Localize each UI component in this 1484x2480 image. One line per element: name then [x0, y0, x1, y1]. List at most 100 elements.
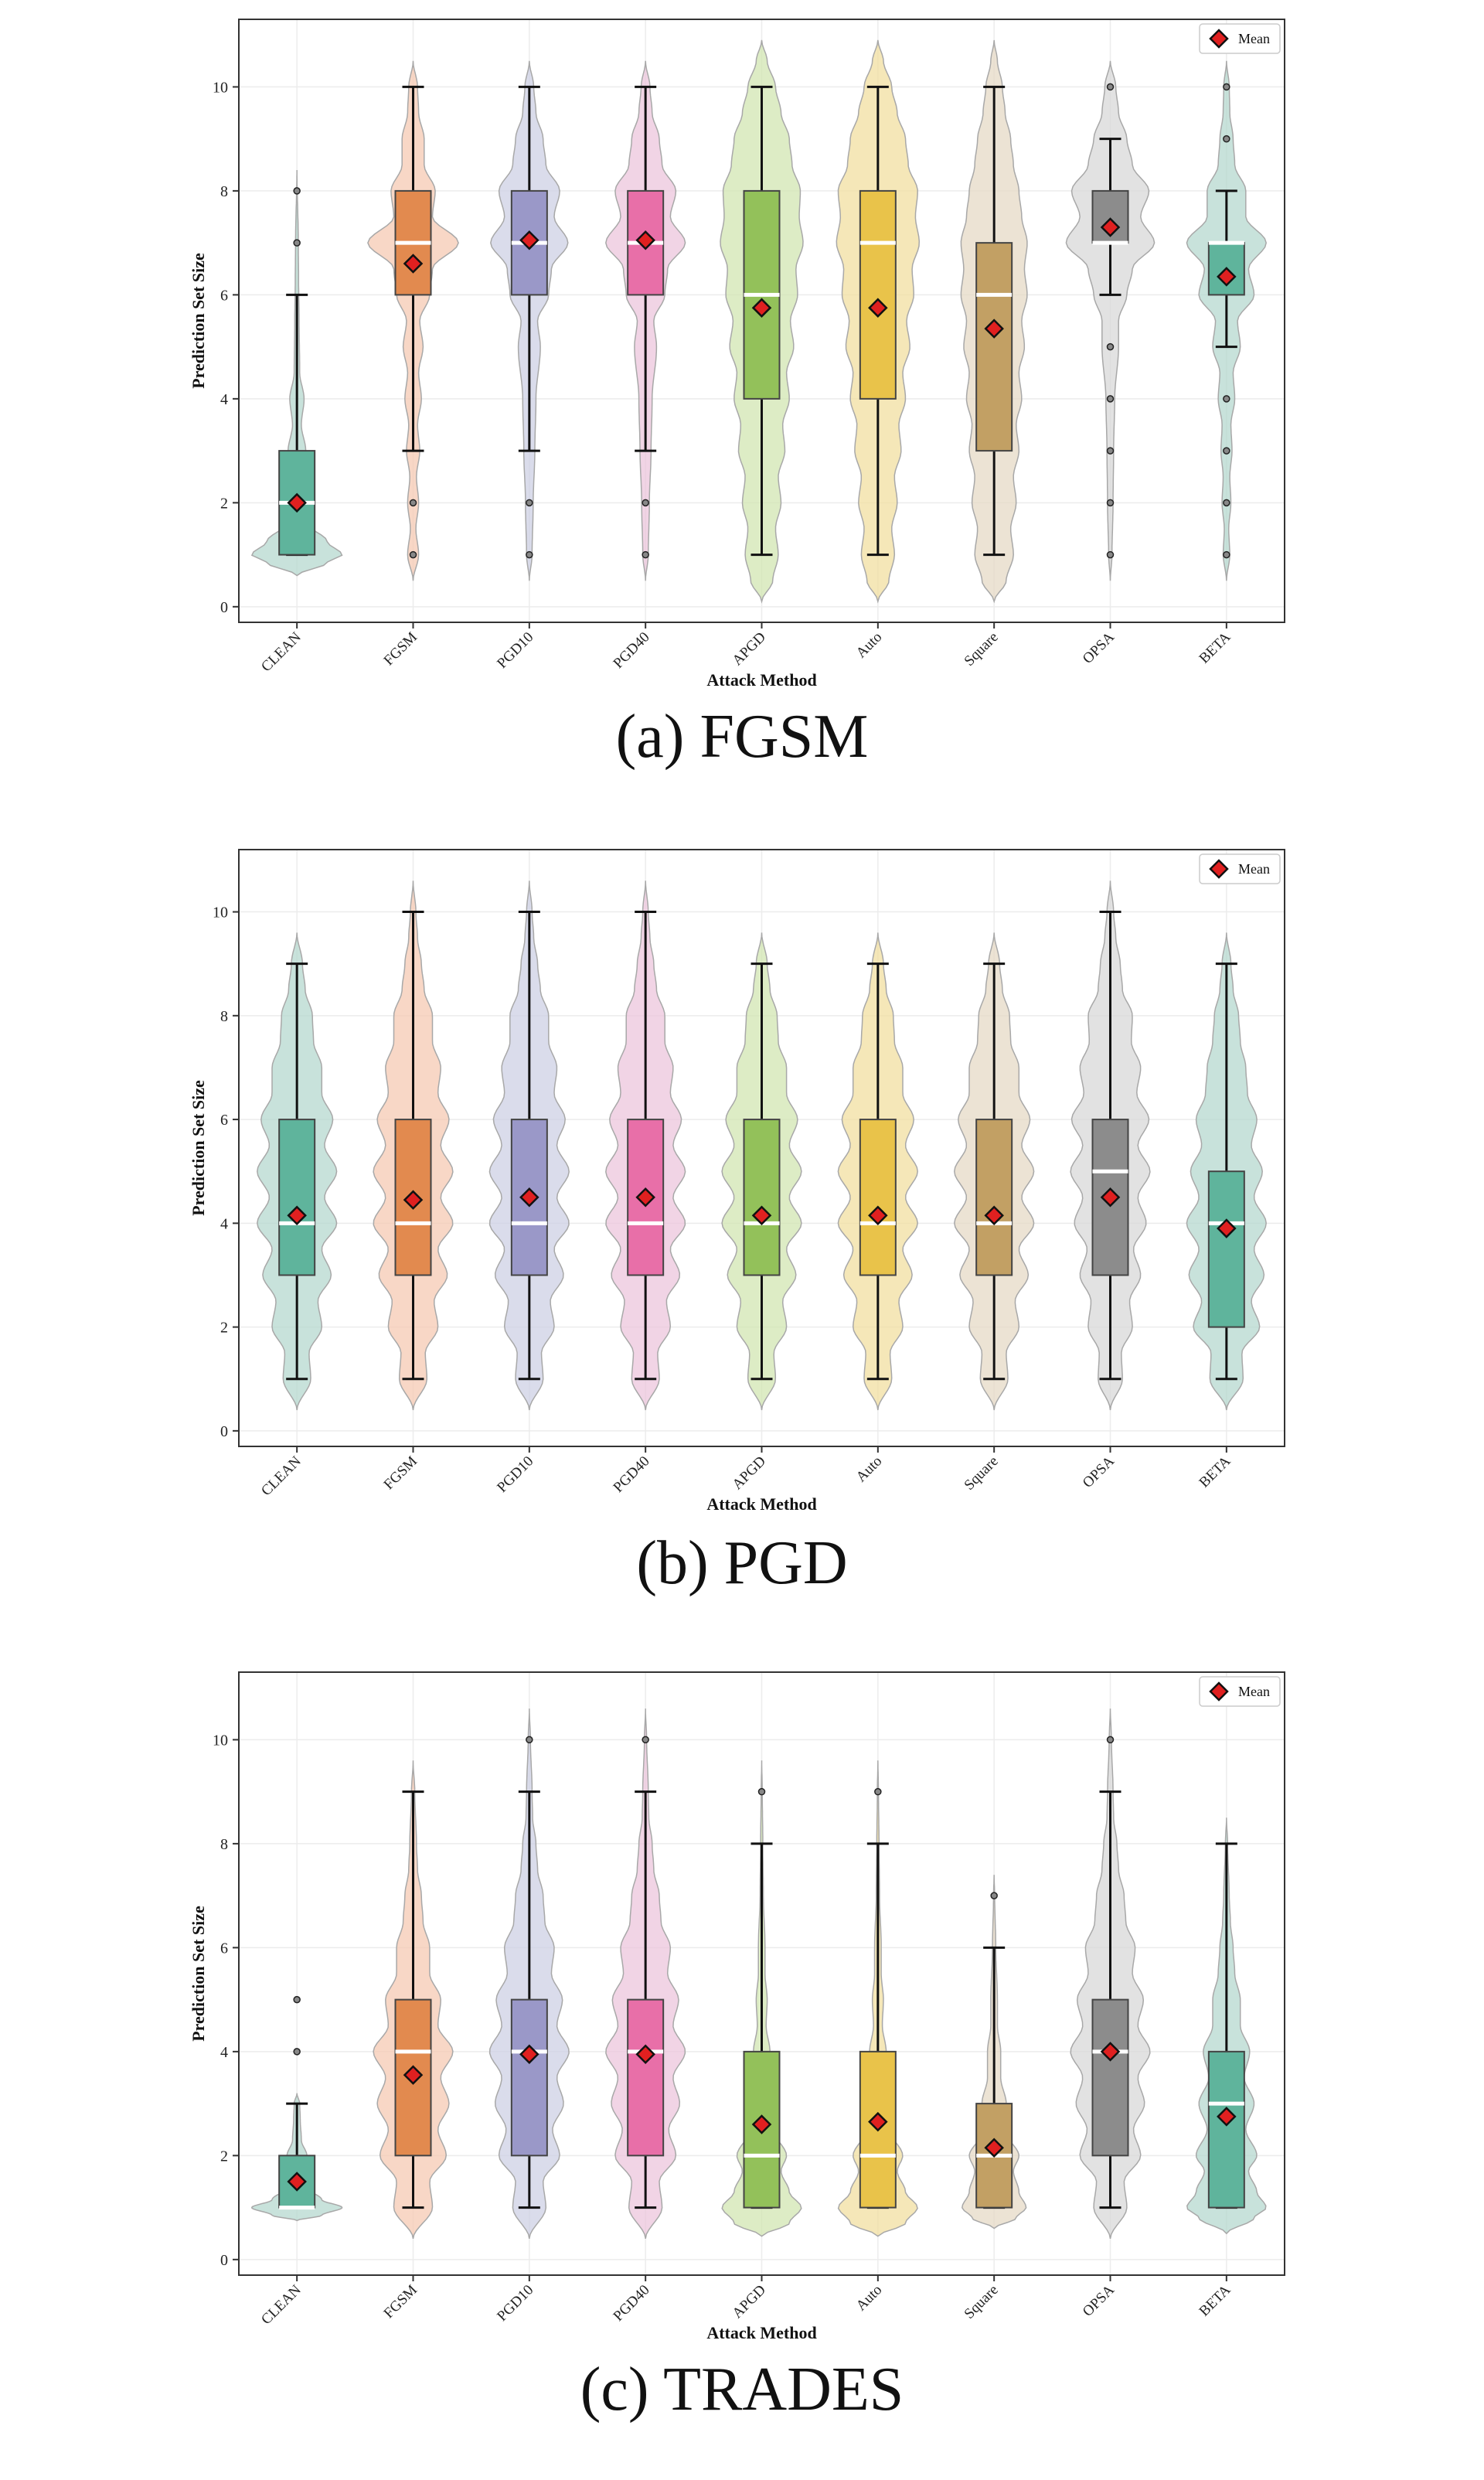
- y-tick-label: 2: [220, 495, 228, 512]
- y-tick-label: 0: [220, 1423, 228, 1440]
- box: [975, 1119, 1013, 1276]
- box-plot: [394, 911, 432, 1381]
- mean-marker: [751, 2114, 772, 2134]
- x-tick-label: OPSA: [1080, 629, 1118, 666]
- mean-marker: [1217, 1218, 1237, 1238]
- x-tick-label: PGD10: [494, 629, 536, 672]
- box-plot: [278, 1995, 316, 2210]
- x-axis-label: Attack Method: [706, 670, 816, 690]
- outlier-point: [874, 1787, 882, 1796]
- y-tick-label: 8: [220, 183, 228, 200]
- legend: Mean: [1199, 853, 1281, 884]
- x-tick-label: CLEAN: [258, 2281, 305, 2328]
- y-tick-label: 4: [220, 391, 228, 408]
- y-tick-label: 6: [220, 1112, 228, 1129]
- outlier-point: [1106, 342, 1115, 351]
- y-tick-label: 8: [220, 1008, 228, 1025]
- mean-marker: [403, 254, 424, 274]
- mean-marker: [868, 1205, 888, 1226]
- violin: [1065, 60, 1156, 581]
- x-tick-label: FGSM: [381, 2282, 421, 2322]
- y-tick-label: 10: [213, 904, 228, 921]
- legend-label: Mean: [1238, 31, 1270, 46]
- x-tick-label: OPSA: [1080, 1453, 1118, 1490]
- outlier-point: [293, 2048, 301, 2056]
- chart-panel-fgsm: 0 2 4 6 8 10 CLEAN FGSM PGD10 PGD40 APGD Auto Square…: [0, 0, 1484, 826]
- x-tick-label: FGSM: [381, 1453, 421, 1494]
- outlier-point: [1223, 395, 1230, 403]
- outlier-point: [1223, 550, 1230, 559]
- x-axis-label: Attack Method: [706, 1494, 816, 1514]
- box-plot: [859, 1787, 897, 2209]
- mean-marker: [984, 1205, 1004, 1226]
- outlier-point: [293, 239, 301, 247]
- box: [1207, 2050, 1245, 2209]
- box-plot: [394, 85, 432, 559]
- x-tick-label: CLEAN: [258, 1453, 305, 1499]
- legend-label: Mean: [1238, 1684, 1270, 1699]
- x-tick-label: APGD: [730, 629, 769, 669]
- chart-svg-trades: 0 2 4 6 8 10 CLEAN FGSM PGD10 PGD40 APGD Auto Square…: [189, 1671, 1285, 2342]
- x-tick-label: Square: [962, 629, 1002, 669]
- box-plot: [975, 85, 1013, 557]
- box-plot: [510, 85, 548, 559]
- outlier-point: [642, 550, 649, 559]
- box-plot: [627, 85, 665, 559]
- legend: Mean: [1199, 23, 1281, 54]
- box: [278, 1119, 316, 1276]
- mean-marker: [287, 492, 307, 513]
- y-tick-label: 0: [220, 2252, 228, 2269]
- mean-marker: [1100, 2042, 1121, 2062]
- box-plot: [510, 1736, 548, 2209]
- x-tick-label: FGSM: [381, 629, 421, 669]
- chart-panel-trades: 0 2 4 6 8 10 CLEAN FGSM PGD10 PGD40 APGD Auto Square…: [0, 1653, 1484, 2479]
- outlier-point: [293, 187, 301, 195]
- x-tick-label: Auto: [853, 629, 886, 662]
- mean-marker: [984, 2138, 1004, 2158]
- x-tick-label: Auto: [853, 2282, 886, 2315]
- mean-marker: [635, 230, 655, 250]
- box-plot: [859, 962, 897, 1381]
- box: [859, 189, 897, 400]
- y-tick-label: 2: [220, 2148, 228, 2165]
- outlier-point: [1106, 83, 1115, 91]
- x-tick-label: BETA: [1196, 2281, 1234, 2319]
- mean-marker: [403, 2065, 424, 2085]
- chart-caption: (b) PGD: [636, 1529, 848, 1597]
- x-tick-label: Square: [962, 2282, 1002, 2322]
- y-tick-label: 0: [220, 599, 228, 616]
- box-plot: [1207, 1842, 1245, 2209]
- box-plot: [975, 962, 1013, 1381]
- mean-marker: [519, 2044, 539, 2064]
- mean-marker: [868, 2111, 888, 2132]
- y-axis-label: Prediction Set Size: [189, 253, 208, 389]
- x-tick-label: APGD: [730, 1453, 769, 1493]
- outlier-point: [642, 1736, 649, 1744]
- x-tick-label: PGD40: [611, 1453, 653, 1496]
- mean-marker: [751, 298, 772, 318]
- legend-label: Mean: [1238, 861, 1270, 877]
- chart-svg-pgd: 0 2 4 6 8 10 CLEAN FGSM PGD10 PGD40 APGD Auto Square…: [189, 849, 1285, 1514]
- box-plot: [743, 1787, 781, 2209]
- mean-marker: [519, 1187, 539, 1208]
- outlier-point: [1223, 83, 1230, 91]
- box-plot: [627, 1736, 665, 2209]
- outlier-point: [990, 1892, 998, 1899]
- box: [627, 1998, 665, 2157]
- x-tick-label: PGD40: [611, 2282, 653, 2325]
- outlier-point: [526, 550, 533, 559]
- y-axis-label: Prediction Set Size: [189, 1906, 208, 2042]
- legend: Mean: [1199, 1676, 1281, 1707]
- box-plot: [1091, 83, 1129, 559]
- mean-marker: [1217, 267, 1237, 287]
- box: [743, 1119, 781, 1276]
- outlier-point: [757, 1787, 766, 1796]
- y-tick-label: 8: [220, 1836, 228, 1853]
- mean-marker: [984, 319, 1004, 339]
- mean-marker: [751, 1205, 772, 1226]
- box: [975, 242, 1013, 452]
- x-tick-label: PGD40: [611, 629, 653, 672]
- box-plot: [1091, 911, 1129, 1381]
- chart-caption: (c) TRADES: [580, 2356, 904, 2424]
- box-plot: [1091, 1736, 1129, 2209]
